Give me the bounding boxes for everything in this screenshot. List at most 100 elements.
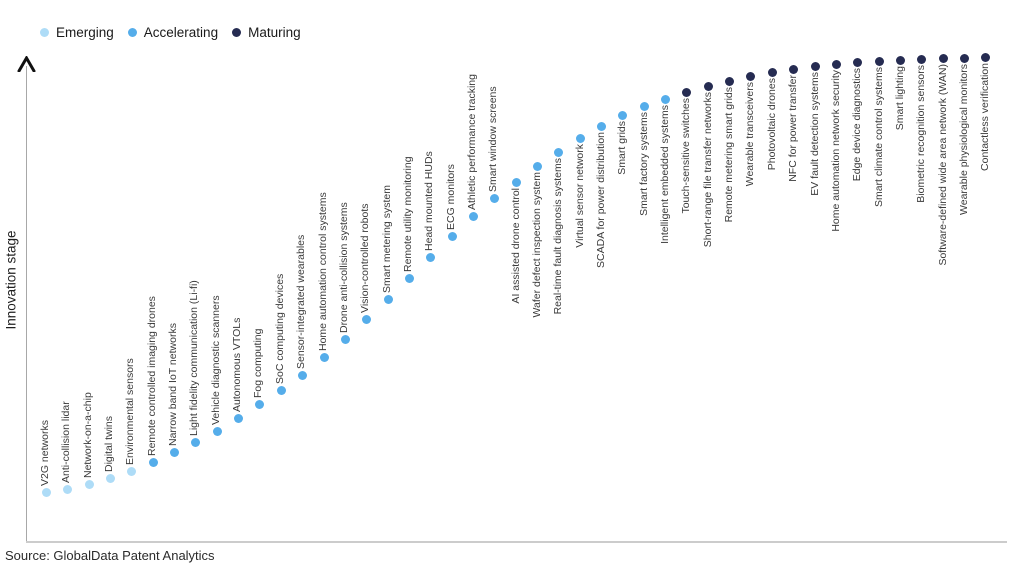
data-point-label-head-mounted-huds: Head mounted HUDs bbox=[423, 151, 435, 251]
data-point-smart-window-screens bbox=[489, 193, 499, 203]
data-point-software-defined-wide-area-network-wan bbox=[938, 53, 948, 63]
data-point-sensor-integrated-wearables bbox=[297, 370, 307, 380]
legend-item-emerging: Emerging bbox=[40, 25, 114, 40]
data-point-label-ecg-monitors: ECG monitors bbox=[445, 164, 457, 230]
data-point-real-time-fault-diagnosis-systems bbox=[553, 147, 563, 157]
data-point-label-narrow-band-iot-networks: Narrow band IoT networks bbox=[167, 323, 179, 446]
data-point-label-biometric-recognition-sensors: Biometric recognition sensors bbox=[915, 65, 927, 203]
data-point-remote-utility-monitoring bbox=[404, 273, 414, 283]
data-point-label-fog-computing: Fog computing bbox=[252, 328, 264, 398]
legend-item-accelerating: Accelerating bbox=[127, 25, 219, 40]
data-point-nfc-for-power-transfer bbox=[788, 64, 798, 74]
data-point-ev-fault-detection-systems bbox=[810, 61, 820, 71]
data-point-label-photovoltaic-drones: Photovoltaic drones bbox=[766, 78, 778, 171]
data-point-label-ai-assisted-drone-control: AI assisted drone control bbox=[510, 188, 522, 304]
data-point-label-home-automation-control-systems: Home automation control systems bbox=[317, 192, 329, 351]
data-point-drone-anti-collision-systems bbox=[340, 334, 350, 344]
data-point-contactless-verification bbox=[980, 52, 990, 62]
x-axis-line bbox=[26, 541, 1007, 543]
data-point-label-light-fidelity-communication-li-fi: Light fidelity communication (Li-fi) bbox=[188, 280, 200, 436]
data-point-label-wearable-transceivers: Wearable transceivers bbox=[744, 82, 756, 187]
data-point-label-edge-device-diagnostics: Edge device diagnostics bbox=[851, 68, 863, 182]
data-point-v2g-networks bbox=[41, 487, 51, 497]
y-axis-title: Innovation stage bbox=[3, 230, 19, 330]
data-point-label-remote-metering-smart-grids: Remote metering smart grids bbox=[723, 87, 735, 223]
data-point-smart-lighting bbox=[895, 55, 905, 65]
data-point-label-smart-factory-systems: Smart factory systems bbox=[638, 112, 650, 216]
data-point-vision-controlled-robots bbox=[361, 314, 371, 324]
data-point-label-soc-computing-devices: SoC computing devices bbox=[274, 273, 286, 384]
data-point-scada-for-power-distribution bbox=[596, 121, 606, 131]
data-point-wearable-physiological-monitors bbox=[959, 53, 969, 63]
data-point-ai-assisted-drone-control bbox=[511, 177, 521, 187]
data-point-autonomous-vtols bbox=[233, 413, 243, 423]
data-point-label-short-range-file-transfer-networks: Short-range file transfer networks bbox=[702, 92, 714, 248]
data-point-virtual-sensor-network bbox=[575, 133, 585, 143]
data-point-label-smart-grids: Smart grids bbox=[616, 121, 628, 175]
data-point-label-touch-sensitive-switches: Touch-sensitive switches bbox=[680, 98, 692, 214]
data-point-network-on-a-chip bbox=[84, 479, 94, 489]
data-point-label-vision-controlled-robots: Vision-controlled robots bbox=[359, 203, 371, 313]
data-point-wafer-defect-inspection-system bbox=[532, 161, 542, 171]
data-point-label-digital-twins: Digital twins bbox=[103, 415, 115, 472]
data-point-label-sensor-integrated-wearables: Sensor-integrated wearables bbox=[295, 234, 307, 369]
data-point-label-vehicle-diagnostic-scanners: Vehicle diagnostic scanners bbox=[210, 295, 222, 425]
data-point-label-environmental-sensors: Environmental sensors bbox=[124, 358, 136, 465]
data-point-smart-metering-system bbox=[383, 294, 393, 304]
data-point-label-virtual-sensor-network: Virtual sensor network bbox=[574, 144, 586, 248]
data-point-label-real-time-fault-diagnosis-systems: Real-time fault diagnosis systems bbox=[552, 158, 564, 315]
data-point-home-automation-control-systems bbox=[319, 352, 329, 362]
data-point-environmental-sensors bbox=[126, 466, 136, 476]
data-point-label-home-automation-network-security: Home automation network security bbox=[830, 70, 842, 232]
data-point-label-remote-controlled-imaging-drones: Remote controlled imaging drones bbox=[146, 296, 158, 456]
legend-item-maturing: Maturing bbox=[232, 25, 301, 40]
legend-dot-emerging bbox=[40, 28, 49, 37]
data-point-label-smart-climate-control-systems: Smart climate control systems bbox=[873, 67, 885, 208]
data-point-anti-collision-lidar bbox=[62, 484, 72, 494]
data-point-label-nfc-for-power-transfer: NFC for power transfer bbox=[787, 75, 799, 182]
data-point-soc-computing-devices bbox=[276, 385, 286, 395]
data-point-label-v2g-networks: V2G networks bbox=[39, 420, 51, 486]
data-point-label-wafer-defect-inspection-system: Wafer defect inspection system bbox=[531, 172, 543, 318]
data-point-light-fidelity-communication-li-fi bbox=[190, 437, 200, 447]
data-point-photovoltaic-drones bbox=[767, 67, 777, 77]
data-point-label-wearable-physiological-monitors: Wearable physiological monitors bbox=[958, 64, 970, 215]
data-point-edge-device-diagnostics bbox=[852, 57, 862, 67]
data-point-label-autonomous-vtols: Autonomous VTOLs bbox=[231, 317, 243, 412]
data-point-intelligent-embedded-systems bbox=[660, 94, 670, 104]
data-point-biometric-recognition-sensors bbox=[916, 54, 926, 64]
data-point-short-range-file-transfer-networks bbox=[703, 81, 713, 91]
source-note: Source: GlobalData Patent Analytics bbox=[5, 548, 215, 563]
data-point-label-smart-window-screens: Smart window screens bbox=[487, 86, 499, 192]
data-point-home-automation-network-security bbox=[831, 59, 841, 69]
data-point-label-remote-utility-monitoring: Remote utility monitoring bbox=[402, 156, 414, 272]
legend-dot-accelerating bbox=[127, 28, 137, 37]
data-point-narrow-band-iot-networks bbox=[169, 447, 179, 457]
data-point-label-intelligent-embedded-systems: Intelligent embedded systems bbox=[659, 105, 671, 244]
y-axis-line bbox=[26, 66, 27, 542]
data-point-head-mounted-huds bbox=[425, 252, 435, 262]
data-point-smart-factory-systems bbox=[639, 101, 649, 111]
data-point-label-network-on-a-chip: Network-on-a-chip bbox=[82, 392, 94, 478]
data-point-wearable-transceivers bbox=[745, 71, 755, 81]
data-point-smart-climate-control-systems bbox=[874, 56, 884, 66]
data-point-label-smart-lighting: Smart lighting bbox=[894, 66, 906, 131]
data-point-vehicle-diagnostic-scanners bbox=[212, 426, 222, 436]
data-point-remote-metering-smart-grids bbox=[724, 76, 734, 86]
data-point-digital-twins bbox=[105, 473, 115, 483]
y-axis-arrow-icon bbox=[17, 56, 36, 72]
data-point-ecg-monitors bbox=[447, 231, 457, 241]
legend-label: Maturing bbox=[248, 25, 301, 40]
data-point-athletic-performance-tracking bbox=[468, 211, 478, 221]
data-point-remote-controlled-imaging-drones bbox=[148, 457, 158, 467]
data-point-label-drone-anti-collision-systems: Drone anti-collision systems bbox=[338, 202, 350, 333]
data-point-label-scada-for-power-distribution: SCADA for power distribution bbox=[595, 132, 607, 268]
data-point-label-athletic-performance-tracking: Athletic performance tracking bbox=[466, 74, 478, 210]
data-point-label-anti-collision-lidar: Anti-collision lidar bbox=[60, 401, 72, 483]
data-point-label-contactless-verification: Contactless verification bbox=[979, 63, 991, 171]
legend: Emerging Accelerating Maturing bbox=[40, 25, 301, 40]
data-point-touch-sensitive-switches bbox=[681, 87, 691, 97]
data-point-label-ev-fault-detection-systems: EV fault detection systems bbox=[809, 72, 821, 196]
legend-label: Accelerating bbox=[143, 25, 219, 40]
